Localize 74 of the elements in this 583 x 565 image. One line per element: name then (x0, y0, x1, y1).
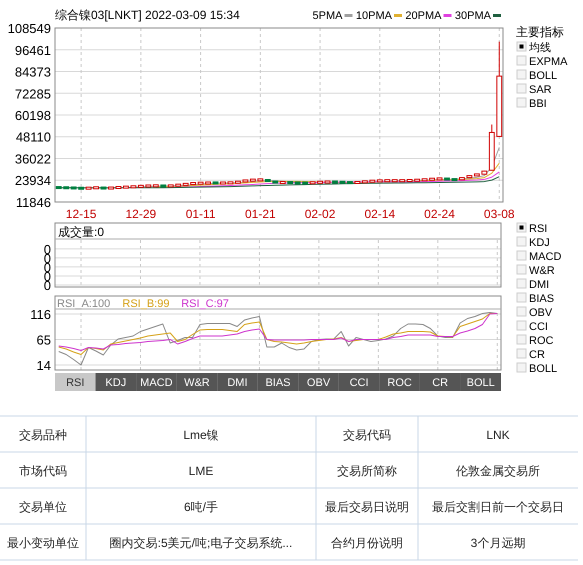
text: MACD (529, 251, 562, 263)
text: BIAS (265, 377, 291, 389)
y-tick-label: 11846 (16, 195, 51, 210)
text: DMI (529, 279, 550, 291)
text: ROC (529, 335, 554, 347)
text: CCI (529, 321, 548, 333)
x-tick-label: 12-29 (126, 207, 157, 221)
x-tick-label: 02-24 (424, 207, 456, 221)
text: CR (432, 377, 448, 389)
text: 3个月远期 (470, 536, 526, 550)
text: RSI_A:100 (57, 298, 110, 310)
legend-label: 30PMA (454, 10, 492, 22)
x-tick-label: 01-11 (186, 207, 216, 221)
text: RSI_C:97 (181, 298, 229, 310)
text: DMI (227, 377, 248, 389)
text: 均线 (528, 41, 551, 54)
y-tick-label: 36022 (14, 152, 51, 166)
text: SAR (529, 84, 552, 96)
text: 最小变动单位 (7, 536, 79, 550)
text: 市场代码 (19, 464, 67, 478)
text: RSI (529, 223, 548, 235)
x-tick-label: 03-08 (484, 207, 515, 221)
text: 6吨/手 (184, 500, 218, 514)
text: OBV (529, 307, 553, 319)
text: 最后交割日前一个交易日 (432, 500, 564, 514)
legend-label: 5PMA (312, 10, 344, 22)
text: 合约月份说明 (331, 536, 403, 550)
text: 成交量:0 (58, 225, 104, 239)
legend-label: 20PMA (405, 10, 442, 22)
text: LNK (486, 428, 510, 442)
text: BIAS (529, 293, 554, 305)
text: 交易单位 (19, 500, 67, 514)
text: RSI (66, 377, 84, 389)
text: 交易所简称 (337, 464, 397, 478)
legend-label: 10PMA (356, 10, 393, 22)
text: KDJ (529, 237, 550, 249)
text: 圈内交易:5美元/吨;电子交易系统... (110, 536, 292, 550)
y-tick-label: 96461 (14, 42, 51, 58)
text: ROC (387, 377, 412, 389)
y-tick-label: 65 (36, 332, 51, 348)
x-tick-label: 01-21 (244, 207, 276, 221)
x-tick-label: 02-02 (304, 207, 336, 221)
text: W&R (529, 265, 555, 277)
text: 伦敦金属交易所 (456, 464, 540, 478)
text: CR (529, 349, 545, 361)
x-tick-label: 12-15 (66, 207, 97, 221)
y-tick-label: 14 (36, 358, 51, 373)
text: 主要指标 (516, 25, 564, 39)
text: BBI (529, 98, 547, 110)
text: RSI_B:99 (122, 298, 170, 310)
y-tick-label: 60198 (14, 108, 51, 123)
text: MACD (140, 377, 173, 389)
text: BOLL (466, 377, 495, 389)
text: OBV (306, 377, 331, 389)
chart-title: 综合镍03[LNKT] 2022-03-09 15:34 (55, 8, 240, 22)
y-tick-label: 72285 (14, 86, 51, 102)
y-tick-label: 116 (30, 307, 51, 322)
x-tick-label: 02-14 (364, 207, 396, 221)
text: BOLL (529, 70, 558, 82)
text: CCI (350, 377, 369, 389)
text: KDJ (105, 377, 126, 389)
y-tick-label: 108549 (8, 21, 51, 36)
text: 交易品种 (19, 428, 67, 442)
text: EXPMA (529, 56, 568, 68)
text: 最后交易日说明 (325, 500, 409, 514)
text: LME (188, 464, 214, 478)
text: W&R (184, 377, 210, 389)
y-tick-label: 84373 (14, 64, 51, 80)
line-series (58, 312, 498, 366)
y-tick-label: 23934 (14, 173, 51, 188)
text: 交易代码 (343, 428, 391, 442)
text: Lme镍 (183, 428, 219, 442)
text: BOLL (529, 363, 558, 375)
y-tick-label: 48110 (16, 130, 51, 145)
